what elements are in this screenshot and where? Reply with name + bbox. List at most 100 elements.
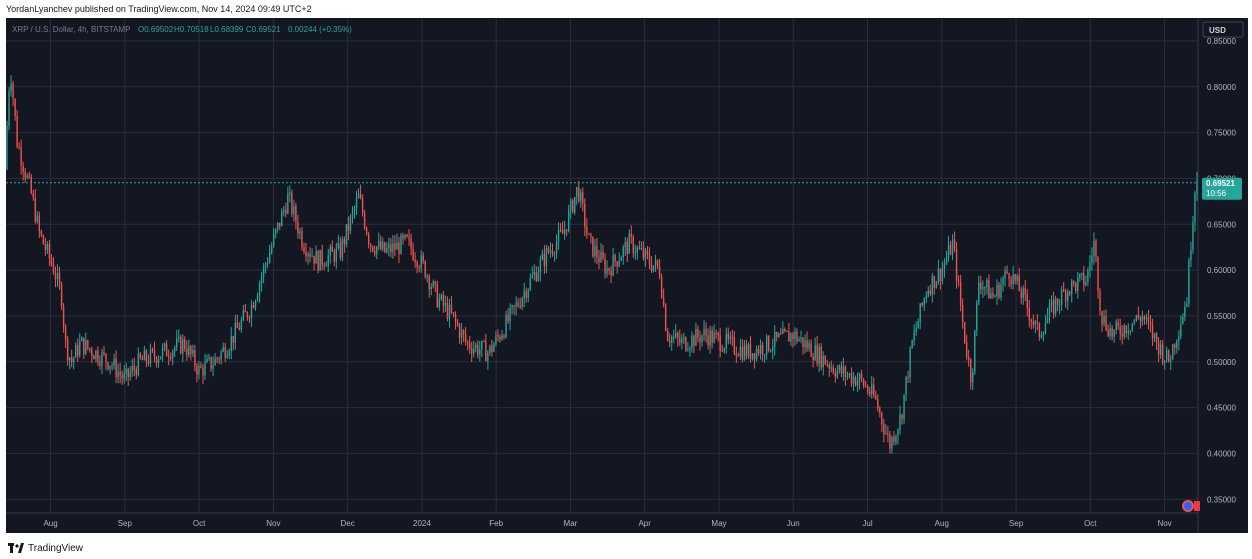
candle-body	[1151, 325, 1154, 339]
candle-body	[788, 331, 790, 342]
candle-body	[491, 345, 493, 352]
candle-body	[256, 295, 259, 301]
flag-marker-icon[interactable]	[1194, 501, 1200, 511]
candle-body	[1165, 350, 1168, 361]
candle-body	[462, 330, 465, 335]
candle-body	[111, 365, 113, 367]
candle-body	[703, 328, 705, 336]
tradingview-logo[interactable]: TradingView	[8, 542, 83, 554]
candle-body	[1036, 321, 1039, 324]
candle-body	[1085, 281, 1087, 285]
candle-body	[396, 242, 398, 250]
candle-body	[553, 253, 556, 255]
price-tick-label: 0.75000	[1207, 129, 1236, 138]
candle-body	[115, 358, 117, 377]
time-tick-label: Sep	[118, 519, 133, 528]
tradingview-brand: TradingView	[28, 542, 84, 554]
candle-body	[586, 226, 588, 234]
candle-body	[355, 198, 358, 209]
candle-body	[123, 373, 125, 379]
time-tick-label: Apr	[638, 519, 651, 528]
candle-body	[32, 193, 34, 198]
candle-body	[1010, 279, 1012, 285]
candle-body	[697, 328, 699, 338]
time-tick-label: Aug	[43, 519, 57, 528]
price-tick-label: 0.40000	[1207, 449, 1236, 458]
candle-body	[850, 373, 853, 384]
candle-body	[840, 365, 843, 374]
chart-area[interactable]: 0.850000.800000.750000.700000.650000.600…	[6, 18, 1248, 533]
candle-body	[909, 347, 911, 378]
candle-body	[367, 234, 370, 245]
candle-body	[254, 300, 257, 308]
candle-body	[929, 290, 932, 295]
candle-body	[642, 248, 645, 259]
candle-body	[204, 362, 206, 376]
candle-body	[208, 356, 210, 359]
candle-body	[743, 345, 746, 360]
candle-body	[939, 268, 942, 281]
time-axis[interactable]	[6, 513, 1198, 533]
candle-body	[618, 260, 620, 267]
candle-body	[458, 325, 461, 338]
candle-body	[711, 330, 713, 343]
price-tick-label: 0.55000	[1207, 312, 1236, 321]
candle-body	[527, 289, 529, 298]
candle-body	[121, 375, 123, 379]
candle-body	[36, 215, 39, 222]
candle-body	[735, 352, 738, 356]
event-markers[interactable]	[1182, 500, 1200, 512]
candle-body	[978, 282, 980, 304]
candle-body	[452, 312, 455, 315]
candle-body	[432, 281, 435, 287]
candle-body	[188, 346, 190, 356]
candle-body	[307, 253, 309, 257]
currency-button[interactable]: USD	[1202, 21, 1244, 38]
legend-change: 0.00244 (+0.35%)	[288, 25, 352, 34]
symbol-legend[interactable]: XRP / U.S. Dollar, 4h, BITSTAMP O0.69502…	[12, 25, 352, 34]
candle-body	[941, 268, 944, 281]
event-marker-icon[interactable]	[1182, 500, 1194, 512]
price-tick-label: 0.50000	[1207, 358, 1236, 367]
candle-body	[632, 236, 635, 254]
candle-body	[400, 235, 402, 255]
candle-body	[598, 257, 600, 263]
candle-body	[303, 247, 305, 252]
candle-body	[281, 211, 283, 227]
time-tick-label: Dec	[341, 519, 355, 528]
candle-body	[848, 373, 851, 376]
candle-body	[1004, 270, 1006, 279]
candle-body	[448, 304, 451, 319]
candle-body	[945, 258, 948, 264]
candle-body	[626, 242, 628, 254]
candle-body	[176, 338, 178, 348]
candle-body	[731, 336, 734, 338]
candle-body	[769, 350, 772, 352]
price-axis[interactable]	[1198, 18, 1248, 533]
candle-body	[238, 327, 241, 330]
candle-body	[70, 357, 73, 363]
candle-body	[751, 353, 754, 359]
candle-body	[533, 271, 536, 275]
candle-body	[159, 356, 162, 360]
candle-body	[200, 365, 202, 368]
candle-body	[464, 334, 467, 342]
candle-body	[755, 348, 758, 360]
candle-body	[226, 355, 228, 358]
candle-body	[68, 357, 71, 361]
legend-symbol[interactable]: XRP / U.S. Dollar, 4h, BITSTAMP	[12, 25, 130, 34]
candle-body	[759, 344, 762, 354]
candle-body	[555, 241, 558, 254]
candle-body	[293, 206, 295, 214]
candle-body	[1145, 317, 1148, 320]
candle-body	[1182, 316, 1184, 325]
candle-body	[1099, 291, 1101, 311]
candle-body	[119, 371, 121, 376]
candle-body	[871, 384, 873, 395]
candle-body	[424, 261, 426, 278]
price-chart[interactable]: 0.850000.800000.750000.700000.650000.600…	[6, 18, 1248, 533]
candle-body	[539, 259, 542, 273]
candle-body	[169, 357, 172, 359]
candle-body	[792, 333, 794, 340]
candle-body	[513, 305, 515, 307]
